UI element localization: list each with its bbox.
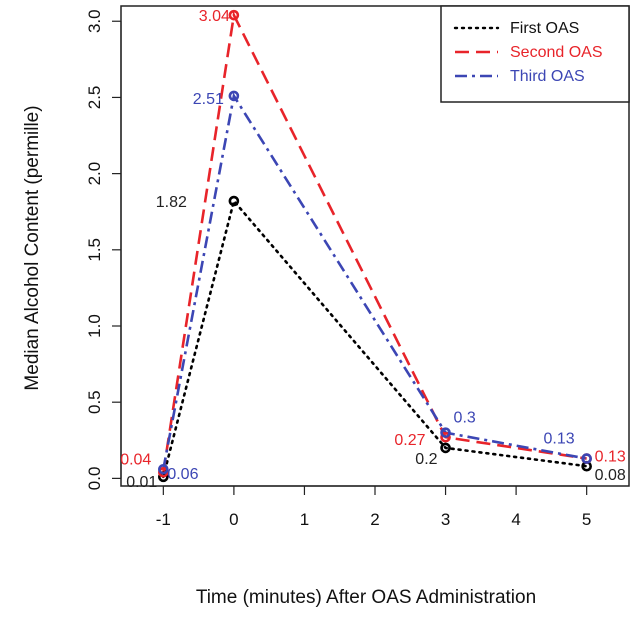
data-label: 3.04 (199, 8, 230, 25)
data-point (440, 431, 451, 443)
y-tick-label: 2.5 (85, 86, 104, 110)
y-tick-label: 0.5 (85, 390, 104, 414)
data-label: 0.06 (167, 466, 198, 483)
x-tick-label: 0 (229, 510, 238, 529)
data-point (228, 90, 240, 102)
data-label: 0.2 (415, 451, 437, 468)
y-tick-label: 2.0 (85, 162, 104, 186)
data-label: 0.08 (595, 467, 626, 484)
y-axis: 0.0 0.5 1.0 1.5 2.0 2.5 3.0 (85, 9, 122, 491)
y-tick-label: 0.0 (85, 467, 104, 491)
data-point (228, 9, 240, 21)
x-tick-label: -1 (156, 510, 171, 529)
x-tick-label: 5 (582, 510, 591, 529)
x-axis: -1 0 1 2 3 4 5 (156, 485, 591, 529)
data-label-layer: 0.01 1.82 0.2 0.08 0.04 3.04 0.27 0.13 0.06 2.51 0… (120, 8, 626, 491)
data-label: 0.27 (394, 432, 425, 449)
y-tick-label: 3.0 (85, 9, 104, 33)
series-line-2 (162, 10, 587, 473)
data-point (158, 463, 169, 475)
data-label: 0.13 (544, 431, 575, 448)
x-tick-label: 2 (370, 510, 379, 529)
data-label: 2.51 (193, 91, 224, 108)
y-axis-title: Median Alcohol Content (permille) (22, 105, 43, 390)
data-point (440, 427, 451, 438)
data-label: 1.82 (156, 194, 187, 211)
data-point (440, 442, 451, 454)
series-layer (158, 9, 592, 483)
legend: First OAS Second OAS Third OAS (440, 5, 630, 103)
legend-box (440, 5, 630, 103)
x-tick-label: 3 (441, 510, 450, 529)
x-axis-title: Time (minutes) After OAS Administration (196, 587, 536, 608)
legend-label: First OAS (510, 20, 579, 37)
y-tick-label: 1.5 (85, 238, 104, 262)
data-label: 0.01 (126, 474, 157, 491)
data-point (228, 195, 240, 207)
data-label: 0.13 (595, 449, 626, 466)
data-label: 0.3 (454, 410, 476, 427)
series-line-3 (162, 92, 587, 470)
series-line-1 (162, 198, 588, 479)
legend-label: Third OAS (510, 68, 585, 85)
y-tick-label: 1.0 (85, 314, 104, 338)
x-tick-label: 1 (300, 510, 309, 529)
x-tick-label: 4 (511, 510, 520, 529)
data-point (581, 453, 592, 464)
legend-label: Second OAS (510, 44, 603, 61)
data-label: 0.04 (120, 451, 151, 468)
